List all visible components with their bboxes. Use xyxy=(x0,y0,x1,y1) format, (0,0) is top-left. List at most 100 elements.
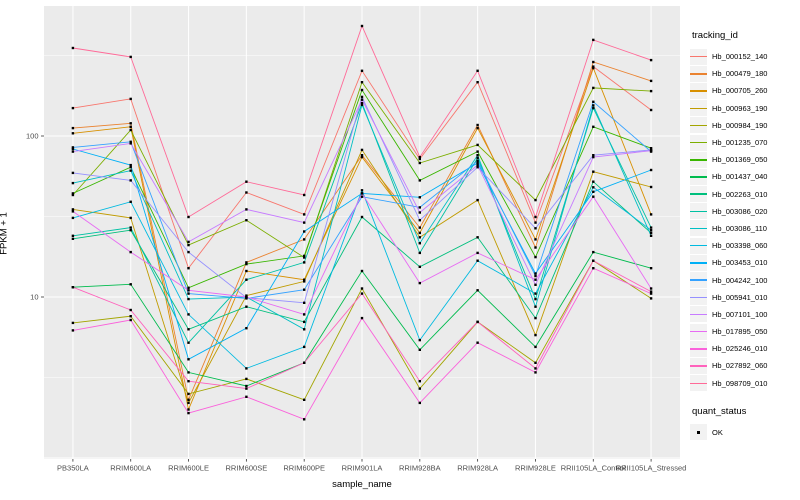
data-point xyxy=(187,371,190,374)
legend-item-Hb_025246_010: Hb_025246_010 xyxy=(690,340,798,357)
data-point xyxy=(71,181,75,185)
data-point xyxy=(303,280,306,283)
data-point xyxy=(303,213,306,216)
x-tick-label: RRIM600PE xyxy=(283,464,325,473)
data-point xyxy=(245,269,248,273)
data-point xyxy=(71,286,75,289)
data-point xyxy=(303,288,306,291)
data-point xyxy=(129,128,132,132)
data-point xyxy=(129,200,132,203)
data-point xyxy=(303,278,306,281)
data-point xyxy=(534,292,537,295)
data-point xyxy=(592,190,595,193)
line-swatch-icon xyxy=(690,279,707,281)
data-point xyxy=(303,345,306,349)
data-point xyxy=(360,154,364,157)
data-point xyxy=(71,234,75,237)
data-point xyxy=(129,315,132,318)
data-point xyxy=(360,148,364,152)
data-point xyxy=(649,58,653,62)
data-point xyxy=(245,377,248,381)
x-tick-label: PB350LA xyxy=(57,464,89,473)
data-point xyxy=(534,227,537,230)
line-swatch-icon xyxy=(690,141,707,144)
data-point xyxy=(649,185,653,189)
data-point xyxy=(360,24,364,28)
data-point xyxy=(418,338,421,342)
legend-key-box xyxy=(690,340,707,357)
data-point xyxy=(360,101,364,105)
data-point xyxy=(360,195,364,198)
data-point xyxy=(476,154,479,157)
data-point xyxy=(245,208,248,211)
data-point xyxy=(303,328,306,331)
data-point xyxy=(649,267,653,270)
legend-title-quant-status: quant_status xyxy=(692,405,747,417)
data-point xyxy=(360,95,364,99)
data-point xyxy=(129,140,132,143)
data-point xyxy=(649,231,653,235)
data-point xyxy=(649,108,653,112)
data-point xyxy=(476,259,479,262)
legend-key-box xyxy=(690,220,707,237)
data-point xyxy=(129,163,132,167)
data-point xyxy=(129,169,132,172)
data-point xyxy=(418,380,421,383)
legend-key-box xyxy=(690,134,707,151)
data-point xyxy=(303,320,306,324)
data-point xyxy=(649,297,653,300)
data-point xyxy=(418,196,421,199)
data-point xyxy=(245,219,248,222)
data-point xyxy=(245,278,248,281)
data-point xyxy=(129,318,132,322)
legend-key-box xyxy=(690,82,707,99)
data-point xyxy=(129,55,132,59)
data-point xyxy=(71,216,75,220)
legend-item-Hb_005941_010: Hb_005941_010 xyxy=(690,289,798,306)
data-point xyxy=(534,371,537,374)
data-point xyxy=(303,301,306,304)
data-point xyxy=(303,230,306,233)
data-point xyxy=(534,215,537,219)
data-point xyxy=(592,125,595,128)
legend-item-ok: OK xyxy=(690,424,798,441)
data-points xyxy=(71,24,653,421)
legend-item-label: Hb_003398_060 xyxy=(712,241,768,251)
data-point xyxy=(534,255,537,259)
data-point xyxy=(649,292,653,295)
data-point xyxy=(592,60,595,64)
data-point xyxy=(418,236,421,239)
line-swatch-icon xyxy=(690,90,707,92)
data-point xyxy=(245,191,248,194)
legend-key-box xyxy=(690,237,707,254)
line-swatch-icon xyxy=(690,330,707,333)
data-point xyxy=(245,387,248,390)
data-point xyxy=(129,216,132,220)
y-tick-label: 100 xyxy=(26,132,39,141)
data-point xyxy=(71,208,75,211)
data-point xyxy=(649,149,653,152)
data-point xyxy=(534,333,537,337)
data-point xyxy=(649,290,653,293)
data-point xyxy=(534,316,537,320)
data-point xyxy=(592,250,595,254)
data-point xyxy=(592,267,595,270)
data-point xyxy=(534,345,537,349)
data-point xyxy=(534,278,537,281)
line-swatch-icon xyxy=(690,348,707,350)
legend-item-Hb_000963_190: Hb_000963_190 xyxy=(690,100,798,117)
data-point xyxy=(418,401,421,405)
data-point xyxy=(592,195,595,198)
data-point xyxy=(360,98,364,101)
data-point xyxy=(187,401,190,405)
legend-item-Hb_003086_020: Hb_003086_020 xyxy=(690,203,798,220)
legend-item-label: Hb_001437_040 xyxy=(712,172,768,182)
legend-key-box xyxy=(690,100,707,117)
data-point xyxy=(245,384,248,388)
data-point xyxy=(245,295,248,299)
data-point xyxy=(649,79,653,83)
data-point xyxy=(187,250,190,254)
data-point xyxy=(418,219,421,222)
legend-item-label: Hb_027892_060 xyxy=(712,361,768,371)
data-point xyxy=(360,316,364,320)
